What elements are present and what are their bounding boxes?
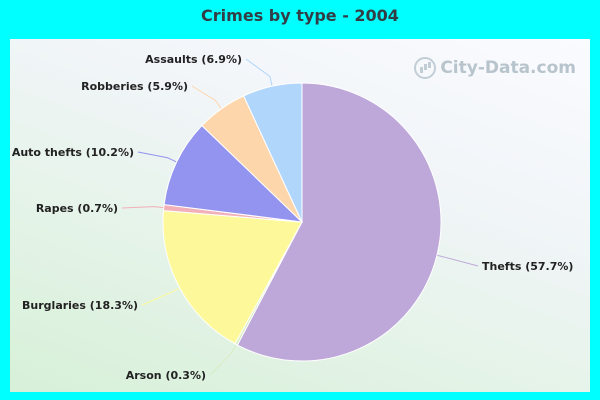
slice-label-rapes: Rapes (0.7%) xyxy=(36,202,118,215)
slice-label-assaults: Assaults (6.9%) xyxy=(145,53,242,66)
slice-label-arson: Arson (0.3%) xyxy=(126,369,206,382)
pie-slices xyxy=(162,82,442,362)
leader-line-assaults xyxy=(245,58,273,87)
slice-labels: Thefts (57.7%) Arson (0.3%) Burglaries (18… xyxy=(12,53,574,382)
pie-slice-thefts xyxy=(236,82,442,362)
pie-slice-burglaries xyxy=(162,210,303,345)
slice-label-robberies: Robberies (5.9%) xyxy=(81,80,188,93)
watermark: City-Data.com xyxy=(414,57,576,79)
leader-line-robberies xyxy=(191,85,222,110)
watermark-text: City-Data.com xyxy=(440,58,576,78)
slice-label-thefts: Thefts (57.7%) xyxy=(482,260,573,273)
leader-line-arson xyxy=(209,344,237,376)
slice-label-auto-thefts: Auto thefts (10.2%) xyxy=(12,146,134,159)
pie-slice-assaults xyxy=(242,82,303,223)
pie-chart: Thefts (57.7%) Arson (0.3%) Burglaries (18… xyxy=(12,53,574,382)
leader-line-auto-thefts xyxy=(137,151,177,163)
chart-title: Crimes by type - 2004 xyxy=(201,6,399,25)
slice-label-burglaries: Burglaries (18.3%) xyxy=(22,299,138,312)
leader-line-thefts xyxy=(436,254,479,267)
magnifier-chart-icon xyxy=(414,57,437,79)
leader-lines xyxy=(121,58,479,376)
leader-line-burglaries xyxy=(141,287,180,306)
plot-area: City-Data.com Thefts (57.7%) Arson (0.3%)… xyxy=(10,39,590,392)
pie-slice-auto-thefts xyxy=(163,124,304,223)
leader-line-rapes xyxy=(121,206,164,209)
